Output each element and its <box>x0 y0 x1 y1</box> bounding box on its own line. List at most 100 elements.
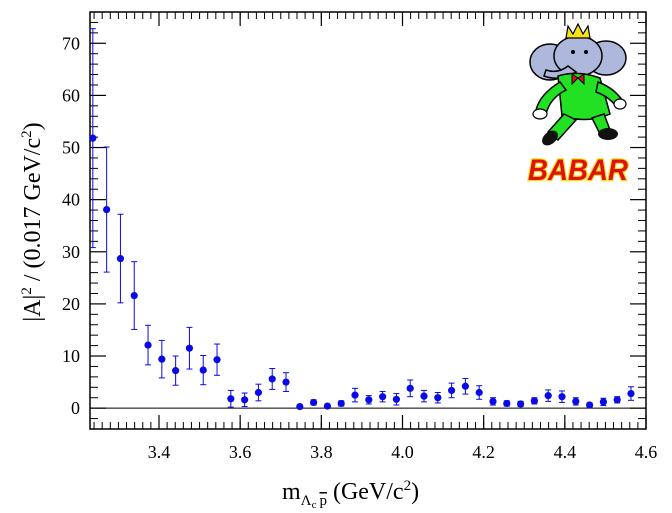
x-axis-title-sub-c: c <box>312 499 317 511</box>
data-marker <box>585 401 594 409</box>
data-point <box>558 390 566 403</box>
y-axis-title-sup: 2 <box>19 287 35 295</box>
data-marker <box>282 378 290 386</box>
data-point <box>434 392 442 404</box>
y-tick-label: 20 <box>62 294 80 314</box>
data-marker <box>144 341 152 349</box>
data-point <box>516 400 525 408</box>
x-axis-title: mΛc p (GeV/c2) <box>282 478 419 511</box>
data-point <box>627 386 635 401</box>
data-marker <box>172 367 180 375</box>
data-marker <box>475 388 483 397</box>
data-point <box>89 28 97 249</box>
data-point <box>323 402 332 410</box>
x-axis-title-base: m <box>282 479 301 505</box>
babar-logo-text: BABAR <box>528 154 628 187</box>
data-point <box>116 213 125 304</box>
data-marker <box>241 396 249 404</box>
babar-elephant-icon <box>529 22 627 146</box>
data-marker <box>310 398 318 407</box>
data-points <box>89 28 635 411</box>
data-point <box>144 324 152 366</box>
y-tick-label: 0 <box>71 398 80 418</box>
data-marker <box>544 392 552 400</box>
x-axis-title-units: (GeV/c <box>333 479 404 505</box>
data-marker <box>116 254 125 263</box>
data-point <box>213 343 221 376</box>
data-marker <box>434 394 442 402</box>
data-point <box>103 146 111 273</box>
x-tick-label: 4.4 <box>554 442 577 462</box>
x-tick-label: 4.0 <box>391 442 414 462</box>
data-marker <box>89 134 97 142</box>
y-axis-title: |A|2 / (0.017 GeV/c2) <box>19 122 46 321</box>
data-marker <box>227 395 235 403</box>
data-point <box>227 389 235 408</box>
data-point <box>365 395 373 405</box>
data-point <box>406 379 414 398</box>
data-marker <box>420 392 428 400</box>
y-axis-title-rest: / (0.017 GeV/c <box>20 138 46 287</box>
data-point <box>448 382 456 399</box>
data-marker <box>254 388 263 397</box>
data-point <box>613 396 621 404</box>
data-point <box>185 326 194 370</box>
x-tick-label: 4.2 <box>472 442 495 462</box>
data-point <box>158 339 166 379</box>
data-marker <box>351 391 359 399</box>
data-marker <box>558 393 566 401</box>
data-point <box>392 393 401 406</box>
x-tick-label: 3.4 <box>148 442 171 462</box>
data-point <box>599 397 607 407</box>
data-marker <box>379 393 387 401</box>
data-point <box>530 397 538 405</box>
data-point <box>489 397 497 406</box>
data-marker <box>489 397 497 405</box>
x-tick-label: 3.8 <box>310 442 333 462</box>
data-point <box>585 401 594 409</box>
y-axis-title-rest-sup: 2 <box>19 130 35 138</box>
data-marker <box>268 375 276 383</box>
axis-tick-labels: 3.4 3.6 3.8 4.0 4.2 4.4 4.6 0 10 20 30 40 50 60 70 <box>62 33 657 462</box>
x-tick-label: 4.6 <box>635 442 658 462</box>
data-marker <box>627 389 635 398</box>
data-point <box>503 399 511 408</box>
data-point <box>296 402 304 411</box>
data-marker <box>461 382 470 390</box>
data-marker <box>503 399 511 408</box>
data-marker <box>337 399 345 408</box>
y-tick-label: 70 <box>62 33 80 53</box>
data-point <box>268 368 276 390</box>
data-point <box>572 397 580 406</box>
x-axis-title-units-sup: 2 <box>404 478 412 494</box>
data-marker <box>185 344 194 352</box>
data-marker <box>448 386 456 395</box>
data-marker <box>365 396 373 404</box>
y-tick-label: 30 <box>62 242 80 262</box>
y-axis-title-abs: |A| <box>20 295 46 322</box>
data-marker <box>392 395 401 403</box>
data-point <box>475 385 483 400</box>
data-marker <box>530 397 538 405</box>
data-point <box>199 355 207 386</box>
data-point <box>351 387 359 403</box>
data-point <box>241 392 249 408</box>
data-point <box>337 399 345 408</box>
x-axis-title-sub-lambda: Λ <box>301 493 312 509</box>
data-point <box>172 355 180 386</box>
data-point <box>310 398 318 407</box>
data-point <box>544 389 552 402</box>
data-point <box>420 389 428 403</box>
y-axis-title-close: ) <box>20 122 46 130</box>
x-axis-title-sub-pbar: p <box>319 493 327 509</box>
data-point <box>379 390 387 403</box>
data-marker <box>130 291 138 300</box>
data-marker <box>516 400 525 408</box>
y-tick-label: 40 <box>62 190 80 210</box>
data-marker <box>213 356 221 364</box>
data-marker <box>613 396 621 404</box>
x-tick-label: 3.6 <box>229 442 252 462</box>
data-marker <box>158 355 166 363</box>
data-marker <box>199 366 207 374</box>
